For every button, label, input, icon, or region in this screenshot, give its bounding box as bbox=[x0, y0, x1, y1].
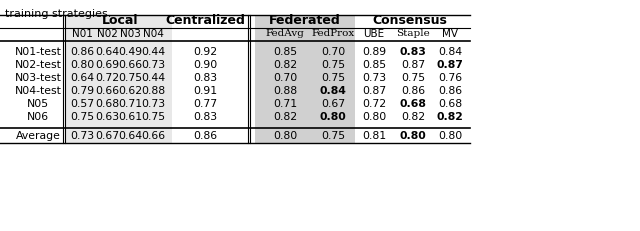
Text: 0.49: 0.49 bbox=[118, 47, 142, 57]
Text: 0.77: 0.77 bbox=[193, 99, 217, 109]
Text: 0.73: 0.73 bbox=[141, 60, 165, 70]
Text: 0.87: 0.87 bbox=[401, 60, 425, 70]
Text: N02: N02 bbox=[97, 29, 117, 39]
Bar bbox=[255, 16, 355, 136]
Text: 0.69: 0.69 bbox=[95, 60, 119, 70]
Text: 0.71: 0.71 bbox=[118, 99, 142, 109]
Text: 0.57: 0.57 bbox=[70, 99, 94, 109]
Text: 0.88: 0.88 bbox=[141, 86, 165, 96]
Text: N06: N06 bbox=[27, 112, 49, 122]
Text: 0.64: 0.64 bbox=[70, 73, 94, 83]
Text: 0.61: 0.61 bbox=[118, 112, 142, 122]
Text: 0.86: 0.86 bbox=[70, 47, 94, 57]
Text: 0.72: 0.72 bbox=[362, 99, 386, 109]
Text: 0.75: 0.75 bbox=[141, 112, 165, 122]
Text: 0.85: 0.85 bbox=[273, 47, 297, 57]
Text: Federated: Federated bbox=[269, 15, 341, 27]
Text: 0.82: 0.82 bbox=[273, 112, 297, 122]
Text: 0.66: 0.66 bbox=[118, 60, 142, 70]
Text: 0.67: 0.67 bbox=[95, 131, 119, 141]
Text: 0.73: 0.73 bbox=[362, 73, 386, 83]
Text: 0.75: 0.75 bbox=[401, 73, 425, 83]
Text: Local: Local bbox=[102, 15, 138, 27]
Text: 0.80: 0.80 bbox=[273, 131, 297, 141]
Text: 0.70: 0.70 bbox=[273, 73, 297, 83]
Text: N05: N05 bbox=[27, 99, 49, 109]
Text: 0.86: 0.86 bbox=[193, 131, 217, 141]
Text: 0.73: 0.73 bbox=[141, 99, 165, 109]
Text: 0.72: 0.72 bbox=[95, 73, 119, 83]
Bar bbox=[255, 130, 355, 143]
Text: 0.75: 0.75 bbox=[321, 131, 345, 141]
Bar bbox=[65, 16, 172, 136]
Text: 0.86: 0.86 bbox=[401, 86, 425, 96]
Text: N03-test: N03-test bbox=[15, 73, 61, 83]
Text: 0.75: 0.75 bbox=[70, 112, 94, 122]
Text: 0.68: 0.68 bbox=[95, 99, 119, 109]
Text: UBE: UBE bbox=[364, 29, 385, 39]
Text: 0.75: 0.75 bbox=[321, 73, 345, 83]
Text: FedAvg: FedAvg bbox=[266, 30, 305, 39]
Text: 0.88: 0.88 bbox=[273, 86, 297, 96]
Text: 0.85: 0.85 bbox=[362, 60, 386, 70]
Text: 0.80: 0.80 bbox=[70, 60, 94, 70]
Text: 0.83: 0.83 bbox=[193, 112, 217, 122]
Text: 0.64: 0.64 bbox=[95, 47, 119, 57]
Text: 0.84: 0.84 bbox=[319, 86, 346, 96]
Text: 0.75: 0.75 bbox=[118, 73, 142, 83]
Text: 0.64: 0.64 bbox=[118, 131, 142, 141]
Text: 0.87: 0.87 bbox=[362, 86, 386, 96]
Text: Centralized: Centralized bbox=[165, 15, 245, 27]
Text: N04-test: N04-test bbox=[15, 86, 61, 96]
Text: 0.83: 0.83 bbox=[399, 47, 426, 57]
Text: 0.68: 0.68 bbox=[438, 99, 462, 109]
Text: 0.63: 0.63 bbox=[95, 112, 119, 122]
Text: training strategies.: training strategies. bbox=[5, 9, 111, 19]
Text: Consensus: Consensus bbox=[372, 15, 447, 27]
Text: 0.90: 0.90 bbox=[193, 60, 217, 70]
Text: 0.80: 0.80 bbox=[362, 112, 386, 122]
Text: N02-test: N02-test bbox=[15, 60, 61, 70]
Text: 0.89: 0.89 bbox=[362, 47, 386, 57]
Text: Staple: Staple bbox=[396, 30, 430, 39]
Text: FedProx: FedProx bbox=[312, 30, 355, 39]
Text: 0.82: 0.82 bbox=[273, 60, 297, 70]
Text: MV: MV bbox=[442, 29, 458, 39]
Bar bbox=[255, 15, 355, 42]
Text: N04: N04 bbox=[143, 29, 163, 39]
Text: N01: N01 bbox=[72, 29, 92, 39]
Text: 0.75: 0.75 bbox=[321, 60, 345, 70]
Text: 0.91: 0.91 bbox=[193, 86, 217, 96]
Text: 0.70: 0.70 bbox=[321, 47, 345, 57]
Text: N03: N03 bbox=[120, 29, 140, 39]
Text: Average: Average bbox=[15, 131, 60, 141]
Text: 0.79: 0.79 bbox=[70, 86, 94, 96]
Text: 0.83: 0.83 bbox=[193, 73, 217, 83]
Text: 0.67: 0.67 bbox=[321, 99, 345, 109]
Text: 0.44: 0.44 bbox=[141, 73, 165, 83]
Text: 0.62: 0.62 bbox=[118, 86, 142, 96]
Text: 0.80: 0.80 bbox=[399, 131, 426, 141]
Text: 0.82: 0.82 bbox=[436, 112, 463, 122]
Text: 0.66: 0.66 bbox=[95, 86, 119, 96]
Text: N01-test: N01-test bbox=[15, 47, 61, 57]
Text: 0.71: 0.71 bbox=[273, 99, 297, 109]
Text: 0.80: 0.80 bbox=[319, 112, 346, 122]
Text: 0.66: 0.66 bbox=[141, 131, 165, 141]
Text: 0.73: 0.73 bbox=[70, 131, 94, 141]
Text: 0.81: 0.81 bbox=[362, 131, 386, 141]
Text: 0.86: 0.86 bbox=[438, 86, 462, 96]
Text: 0.76: 0.76 bbox=[438, 73, 462, 83]
Text: 0.82: 0.82 bbox=[401, 112, 425, 122]
Text: 0.80: 0.80 bbox=[438, 131, 462, 141]
Bar bbox=[65, 130, 172, 143]
Text: 0.84: 0.84 bbox=[438, 47, 462, 57]
Text: 0.68: 0.68 bbox=[399, 99, 426, 109]
Text: 0.92: 0.92 bbox=[193, 47, 217, 57]
Bar bbox=[65, 15, 172, 42]
Text: 0.44: 0.44 bbox=[141, 47, 165, 57]
Text: 0.87: 0.87 bbox=[436, 60, 463, 70]
